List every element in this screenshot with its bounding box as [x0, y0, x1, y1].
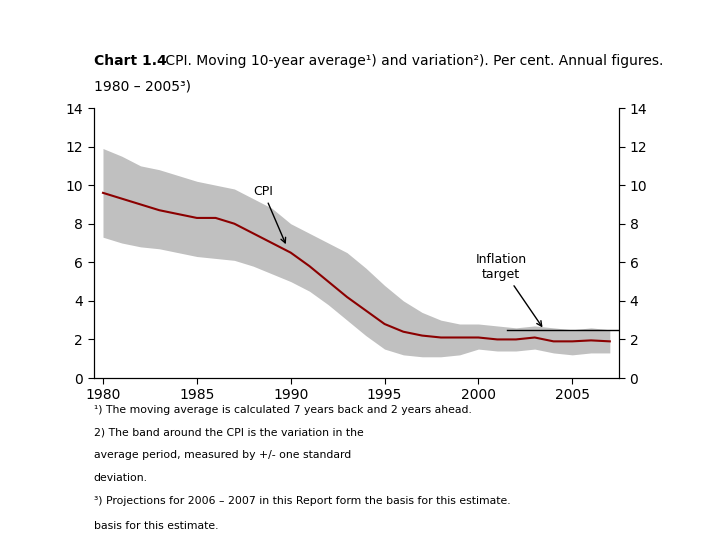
Text: Chart 1.4: Chart 1.4: [94, 54, 166, 68]
Text: deviation.: deviation.: [94, 473, 148, 483]
Text: average period, measured by +/- one standard: average period, measured by +/- one stan…: [94, 450, 351, 461]
Text: 1980 – 2005³): 1980 – 2005³): [94, 80, 191, 94]
Text: Inflation
target: Inflation target: [475, 253, 541, 326]
Text: 2) The band around the CPI is the variation in the: 2) The band around the CPI is the variat…: [94, 428, 364, 438]
Text: CPI. Moving 10-year average¹) and variation²). Per cent. Annual figures.: CPI. Moving 10-year average¹) and variat…: [161, 54, 663, 68]
Text: ¹) The moving average is calculated 7 years back and 2 years ahead.: ¹) The moving average is calculated 7 ye…: [94, 405, 472, 415]
Text: basis for this estimate.: basis for this estimate.: [94, 521, 218, 531]
Text: CPI: CPI: [253, 185, 286, 243]
Text: ³) Projections for 2006 – 2007 in this Report form the basis for this estimate.: ³) Projections for 2006 – 2007 in this R…: [94, 496, 510, 506]
